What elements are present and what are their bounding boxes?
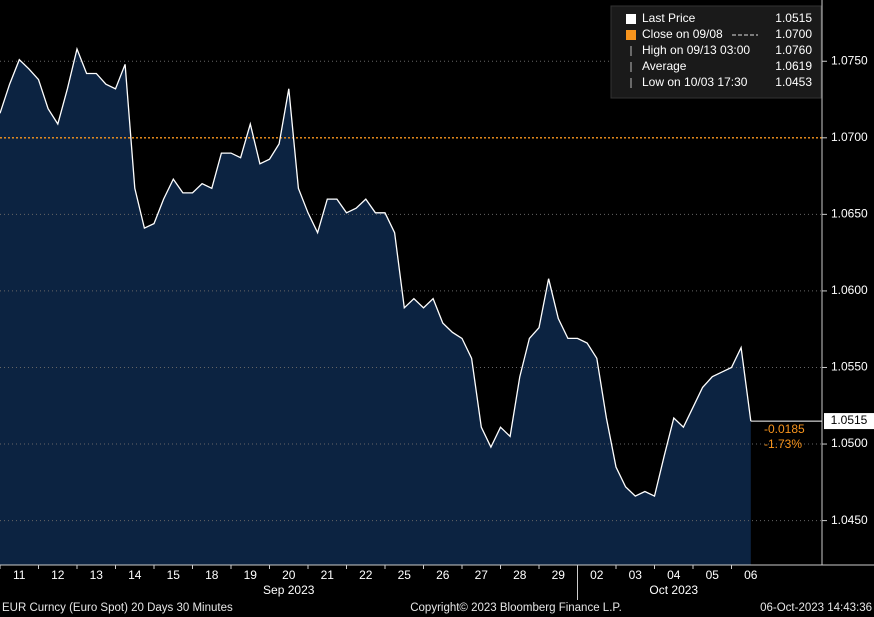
month-label: Sep 2023 <box>263 583 315 597</box>
x-tick-label: 28 <box>513 568 527 582</box>
x-tick-label: 06 <box>744 568 758 582</box>
x-tick-label: 26 <box>436 568 450 582</box>
x-tick-label: 13 <box>90 568 104 582</box>
legend-box <box>610 5 822 99</box>
x-tick-label: 29 <box>552 568 566 582</box>
x-tick-label: 02 <box>590 568 604 582</box>
x-tick-label: 12 <box>51 568 65 582</box>
x-tick-label: 14 <box>128 568 142 582</box>
legend-name: Last Price <box>642 11 696 25</box>
x-tick-label: 15 <box>167 568 181 582</box>
footer-left: EUR Curncy (Euro Spot) 20 Days 30 Minute… <box>2 602 233 614</box>
footer-right: 06-Oct-2023 14:43:36 <box>760 602 872 614</box>
change-label: -0.0185 <box>764 422 805 436</box>
y-tick-label: 1.0600 <box>831 283 868 297</box>
legend-name: Close on 09/08 <box>642 27 723 41</box>
legend-value: 1.0700 <box>775 27 812 41</box>
legend-swatch <box>626 14 636 24</box>
y-tick-label: 1.0700 <box>831 130 868 144</box>
legend-name: Average <box>642 59 687 73</box>
x-tick-label: 20 <box>282 568 296 582</box>
last-price-box <box>824 413 874 430</box>
y-tick-label: 1.0500 <box>831 436 868 450</box>
y-tick-label: 1.0550 <box>831 360 868 374</box>
y-tick-label: 1.0650 <box>831 207 868 221</box>
price-line <box>0 46 752 498</box>
area <box>0 49 751 565</box>
x-tick-label: 27 <box>475 568 489 582</box>
x-tick-label: 04 <box>667 568 681 582</box>
legend-value: 1.0515 <box>775 11 812 25</box>
x-tick-label: 19 <box>244 568 258 582</box>
y-tick-label: 1.0450 <box>831 513 868 527</box>
legend-swatch <box>626 30 636 40</box>
legend-name: High on 09/13 03:00 <box>642 43 750 57</box>
x-tick-label: 25 <box>398 568 412 582</box>
x-tick-label: 05 <box>706 568 720 582</box>
change-pct-label: -1.73% <box>764 437 802 451</box>
legend-value: 1.0619 <box>775 59 812 73</box>
month-label: Oct 2023 <box>649 583 698 597</box>
x-tick-label: 18 <box>205 568 219 582</box>
x-tick-label: 03 <box>629 568 643 582</box>
last-price-label: 1.0515 <box>831 413 868 427</box>
x-tick-label: 22 <box>359 568 373 582</box>
x-tick-label: 21 <box>321 568 335 582</box>
y-tick-label: 1.0750 <box>831 53 868 67</box>
x-tick-label: 11 <box>13 568 26 582</box>
footer-center: Copyright© 2023 Bloomberg Finance L.P. <box>410 602 622 614</box>
legend-name: Low on 10/03 17:30 <box>642 75 748 89</box>
legend-value: 1.0760 <box>775 43 812 57</box>
legend-value: 1.0453 <box>775 75 812 89</box>
